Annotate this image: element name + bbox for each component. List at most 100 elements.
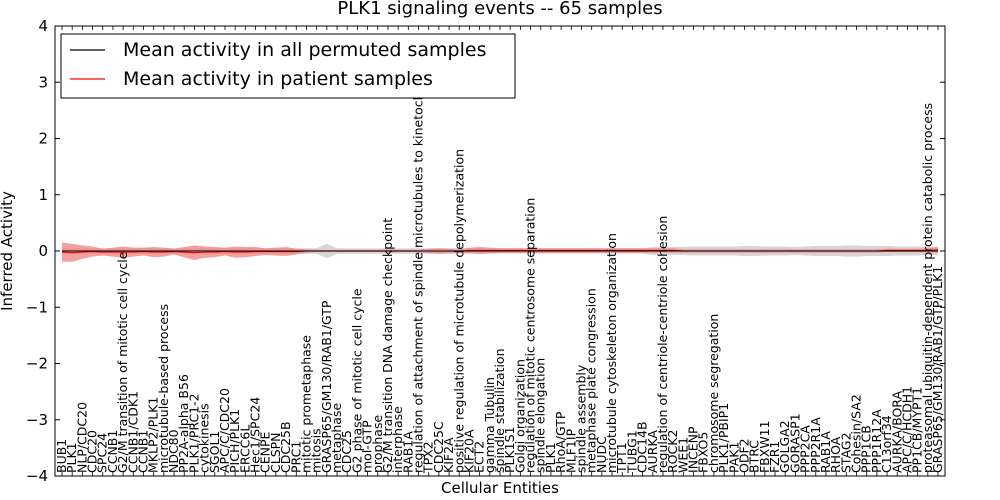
- category-label: CENPE: [258, 431, 273, 473]
- category-label: BTRC: [747, 440, 762, 473]
- category-label: WEE1: [675, 437, 690, 473]
- category-label: PLK1: [64, 442, 79, 473]
- y-tick-label: 1: [38, 186, 48, 204]
- y-tick-label: −2: [26, 355, 48, 373]
- category-label: CCNB1/CDK1: [125, 391, 140, 473]
- category-label: GOLGA2: [777, 420, 792, 473]
- category-label: GRASP65/GM130/RAB1/GTP/PLK1: [930, 266, 945, 473]
- category-label: proteasomal ubiquitin-dependent protein …: [920, 103, 935, 473]
- category-label: C13orf34: [879, 415, 894, 473]
- category-label: CDC25C: [431, 421, 446, 473]
- legend: Mean activity in all permuted samples Me…: [60, 33, 516, 99]
- category-label: CDC25: [339, 430, 354, 473]
- category-label: RAB1A: [400, 431, 415, 473]
- category-label: CCNB1: [105, 430, 120, 473]
- category-label: PP1CB/MYPT1: [910, 387, 925, 473]
- category-label: RhoA/GTP: [553, 411, 568, 473]
- plot-frame: [54, 25, 946, 477]
- y-tick-label: −3: [26, 411, 48, 429]
- category-label: PPP2CA: [798, 425, 813, 473]
- y-tick-label: 2: [38, 130, 48, 148]
- category-label: PPP1R12A: [869, 409, 884, 473]
- category-label: cytokinesis: [197, 403, 212, 473]
- category-label: mitotic prometaphase: [298, 335, 313, 473]
- category-label: PLK1/PBIP1: [716, 403, 731, 473]
- ticks-layer: −4 −3 −2 −1 0 1 2 3 4: [26, 17, 945, 485]
- category-label: NLP/CDC20: [74, 402, 89, 473]
- category-label: Cohesin/SA2: [849, 394, 864, 473]
- category-label: G2 phase of mitotic cell cycle: [349, 288, 364, 473]
- category-label: SPC24: [95, 433, 110, 473]
- category-label: chromosome segregation: [706, 314, 721, 473]
- category-label: ROCK2: [665, 430, 680, 473]
- category-label: MKLP2/PLK1: [146, 397, 161, 473]
- patient-band: [62, 242, 938, 262]
- legend-box: [60, 33, 516, 99]
- category-label: SGOL1: [207, 431, 222, 473]
- category-label: Hec1/SPC24: [248, 397, 263, 473]
- category-label: metaphase plate congression: [584, 288, 599, 473]
- category-label: mol-GTP: [360, 420, 375, 473]
- category-label: spindle assembly: [573, 364, 588, 473]
- category-label: ECT2: [472, 441, 487, 473]
- lines-layer: [61, 249, 939, 254]
- category-label: metaphase: [329, 403, 344, 473]
- category-label: APC/C/CDC20: [217, 388, 232, 473]
- category-label: PICH/PLK1: [227, 409, 242, 473]
- category-label: spindle elongation: [533, 358, 548, 473]
- category-label: NDC80: [166, 429, 181, 473]
- y-tick-label: 3: [38, 73, 48, 91]
- legend-label-permuted: Mean activity in all permuted samples: [123, 39, 486, 61]
- category-label: PLK1S1: [502, 426, 517, 473]
- category-label: gamma Tubulin: [482, 377, 497, 473]
- category-label: FBXW11: [757, 420, 772, 473]
- category-label: RHOA: [828, 436, 843, 473]
- category-label: TUBG1: [624, 430, 639, 474]
- category-label: CDC14B: [635, 421, 650, 473]
- y-tick-label: −4: [26, 467, 48, 485]
- category-label: regulation of mitotic centrosome separat…: [523, 198, 538, 473]
- y-tick-label: −1: [26, 298, 48, 316]
- category-label: PPP2R1A: [808, 417, 823, 473]
- category-label: PRC1: [288, 441, 303, 473]
- chart-title: PLK1 signaling events -- 65 samples: [337, 0, 662, 19]
- category-label: positive regulation of microtubule depol…: [451, 149, 466, 473]
- category-label: AURKA: [645, 430, 660, 473]
- category-label: regulation of centriole-centriole cohesi…: [655, 216, 670, 473]
- category-label: PLK1: [543, 442, 558, 473]
- category-label: GORASP1: [787, 413, 802, 473]
- category-label: RAB1A: [818, 431, 833, 473]
- category-label: spindle stabilization: [492, 348, 507, 473]
- category-label: G2/M transition DNA damage checkpoint: [380, 218, 395, 473]
- y-tick-label: 0: [38, 242, 48, 260]
- x-axis-label: Cellular Entities: [441, 479, 559, 497]
- category-label: mitosis: [309, 428, 324, 473]
- category-label: PAK1: [726, 442, 741, 473]
- legend-label-patient: Mean activity in patient samples: [123, 68, 433, 90]
- category-label: APC/C/HCDH1: [899, 386, 914, 473]
- category-label: TPT1: [614, 442, 629, 474]
- category-label: CDC25B: [278, 421, 293, 473]
- category-label: KIF2A: [441, 437, 456, 473]
- category-label: GRASP65/GM130/RAB1/GTP: [319, 300, 334, 473]
- category-label: CLSPN: [268, 432, 283, 473]
- category-label: microtubule cytoskeleton organization: [604, 233, 619, 473]
- category-label: PP2A-alpha B56: [176, 374, 191, 473]
- category-label: INCENP: [686, 426, 701, 473]
- category-label: regulation of attachment of spindle micr…: [411, 72, 426, 473]
- category-label: FZR1: [767, 441, 782, 473]
- category-label: ERCC6L: [237, 425, 252, 473]
- category-label: STAG2: [838, 432, 853, 473]
- category-label: G2/M transition of mitotic cell cycle: [115, 251, 130, 473]
- y-axis-label: Inferred Activity: [0, 191, 16, 311]
- category-label: NUDC: [594, 436, 609, 473]
- category-label: ODF2: [736, 438, 751, 473]
- category-label: CDC20: [85, 430, 100, 473]
- category-label: microtubule-based process: [156, 304, 171, 473]
- category-label: BUB1: [54, 439, 69, 473]
- category-label: FBXO5: [696, 432, 711, 473]
- category-label: AURKA/BORA: [889, 391, 904, 473]
- y-tick-label: 4: [38, 17, 48, 35]
